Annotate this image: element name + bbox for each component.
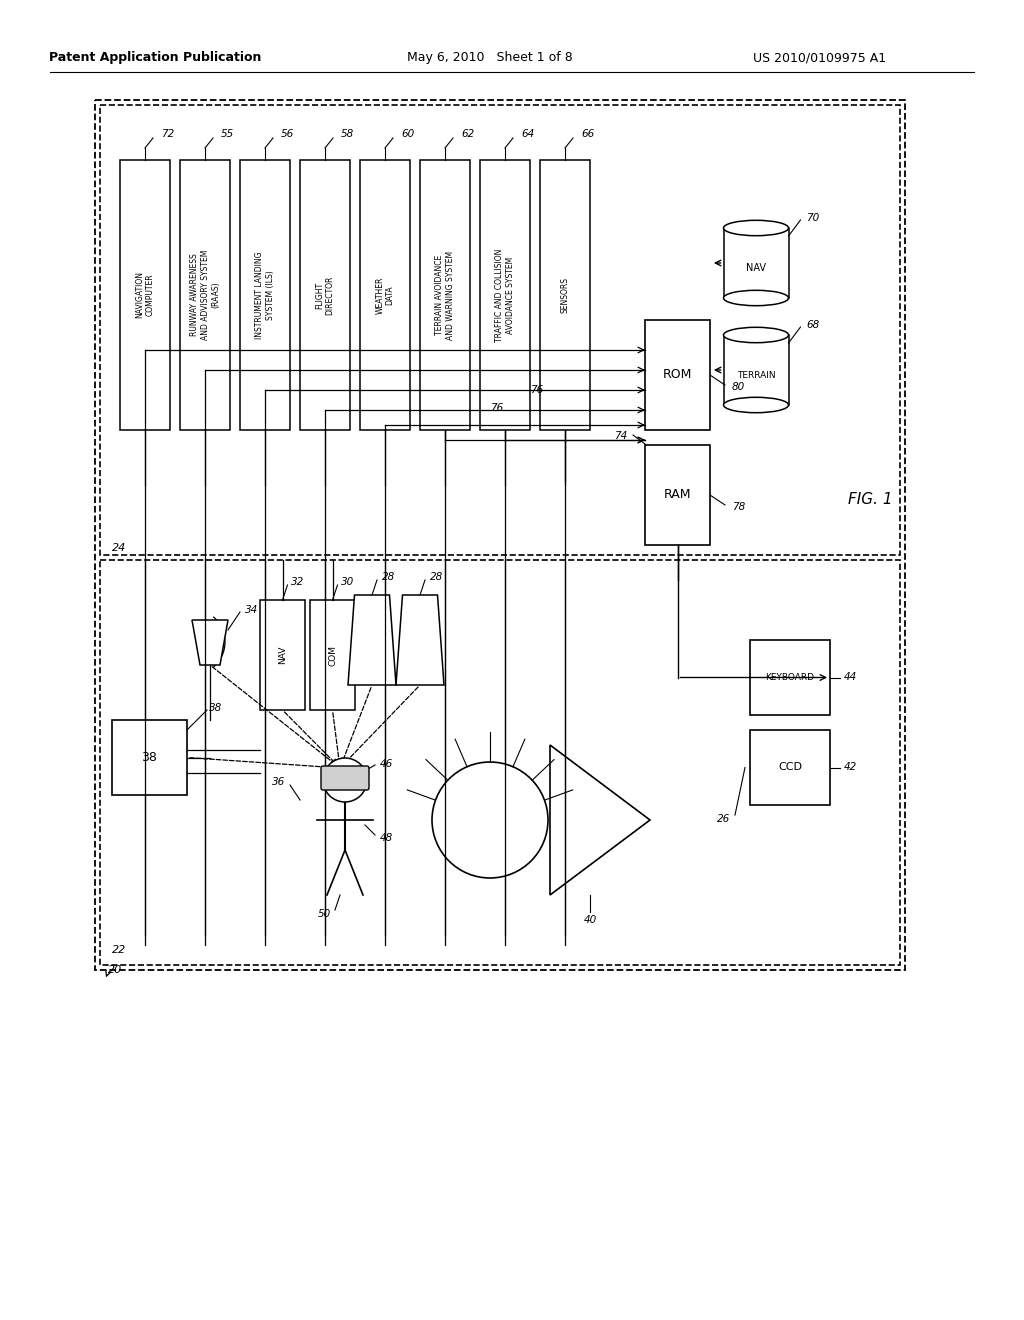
Text: INSTRUMENT LANDING
SYSTEM (ILS): INSTRUMENT LANDING SYSTEM (ILS) — [255, 251, 274, 339]
Text: 58: 58 — [341, 129, 354, 139]
Text: 20: 20 — [108, 965, 122, 975]
Text: 44: 44 — [844, 672, 857, 682]
Text: 64: 64 — [521, 129, 535, 139]
Text: TRAFFIC AND COLLISION
AVOIDANCE SYSTEM: TRAFFIC AND COLLISION AVOIDANCE SYSTEM — [496, 248, 515, 342]
Text: 22: 22 — [112, 945, 126, 954]
Text: 70: 70 — [807, 213, 820, 223]
Bar — [112, 719, 187, 795]
Text: 24: 24 — [112, 543, 126, 553]
Ellipse shape — [724, 290, 788, 306]
Bar — [260, 601, 305, 710]
Text: FIG. 1: FIG. 1 — [848, 492, 892, 507]
Text: 74: 74 — [613, 432, 627, 441]
Text: 60: 60 — [401, 129, 415, 139]
Text: RUNWAY AWARENESS
AND ADVISORY SYSTEM
(RAAS): RUNWAY AWARENESS AND ADVISORY SYSTEM (RA… — [190, 249, 220, 341]
Ellipse shape — [724, 397, 788, 413]
Text: 42: 42 — [844, 763, 857, 772]
Text: 72: 72 — [161, 129, 174, 139]
Text: 76: 76 — [490, 403, 503, 413]
Ellipse shape — [724, 220, 788, 236]
Text: 80: 80 — [732, 381, 745, 392]
Text: NAV: NAV — [746, 263, 766, 273]
Bar — [100, 560, 900, 965]
Text: 26: 26 — [717, 814, 730, 824]
Text: 50: 50 — [317, 909, 331, 919]
Bar — [95, 100, 905, 970]
Text: 38: 38 — [209, 704, 222, 713]
Polygon shape — [396, 595, 444, 685]
FancyBboxPatch shape — [321, 766, 369, 789]
Bar — [750, 730, 830, 805]
Text: 56: 56 — [281, 129, 294, 139]
Text: 40: 40 — [584, 915, 597, 925]
Bar — [180, 160, 230, 430]
Text: 48: 48 — [380, 833, 393, 843]
Text: WEATHER
DATA: WEATHER DATA — [376, 276, 394, 314]
Text: SENSORS: SENSORS — [560, 277, 569, 313]
Text: 28: 28 — [382, 572, 395, 582]
Text: CCD: CCD — [778, 763, 802, 772]
Bar — [750, 640, 830, 715]
Text: RAM: RAM — [664, 488, 691, 502]
Text: 28: 28 — [430, 572, 443, 582]
Bar — [300, 160, 350, 430]
Text: 30: 30 — [341, 577, 353, 587]
Bar — [645, 445, 710, 545]
Text: 34: 34 — [245, 605, 258, 615]
Text: NAVIGATION
COMPUTER: NAVIGATION COMPUTER — [135, 272, 155, 318]
Text: ROM: ROM — [663, 368, 692, 381]
Ellipse shape — [724, 327, 788, 343]
Text: 78: 78 — [732, 502, 745, 512]
Text: 66: 66 — [581, 129, 594, 139]
Text: US 2010/0109975 A1: US 2010/0109975 A1 — [754, 51, 887, 65]
Text: May 6, 2010   Sheet 1 of 8: May 6, 2010 Sheet 1 of 8 — [408, 51, 572, 65]
Text: 36: 36 — [271, 777, 285, 787]
Text: Patent Application Publication: Patent Application Publication — [49, 51, 261, 65]
Bar — [360, 160, 410, 430]
Bar — [480, 160, 530, 430]
Text: FLIGHT
DIRECTOR: FLIGHT DIRECTOR — [315, 276, 335, 314]
Bar — [240, 160, 290, 430]
Polygon shape — [193, 620, 228, 665]
Circle shape — [323, 758, 367, 803]
Text: 38: 38 — [141, 751, 158, 764]
Text: 46: 46 — [380, 759, 393, 770]
Bar — [310, 601, 355, 710]
Text: 55: 55 — [221, 129, 234, 139]
Text: 32: 32 — [291, 577, 304, 587]
Text: 68: 68 — [807, 319, 820, 330]
Circle shape — [432, 762, 548, 878]
Text: 76: 76 — [530, 385, 544, 395]
Bar — [120, 160, 170, 430]
Text: COM: COM — [328, 644, 337, 665]
Text: TERRAIN: TERRAIN — [736, 371, 775, 380]
Text: NAV: NAV — [278, 645, 287, 664]
Text: KEYBOARD: KEYBOARD — [766, 673, 814, 682]
Text: 62: 62 — [461, 129, 474, 139]
Bar — [540, 160, 590, 430]
Bar — [645, 319, 710, 430]
Bar — [100, 106, 900, 554]
Bar — [420, 160, 470, 430]
Text: TERRAIN AVOIDANCE
AND WARNING SYSTEM: TERRAIN AVOIDANCE AND WARNING SYSTEM — [435, 251, 455, 339]
Polygon shape — [348, 595, 396, 685]
